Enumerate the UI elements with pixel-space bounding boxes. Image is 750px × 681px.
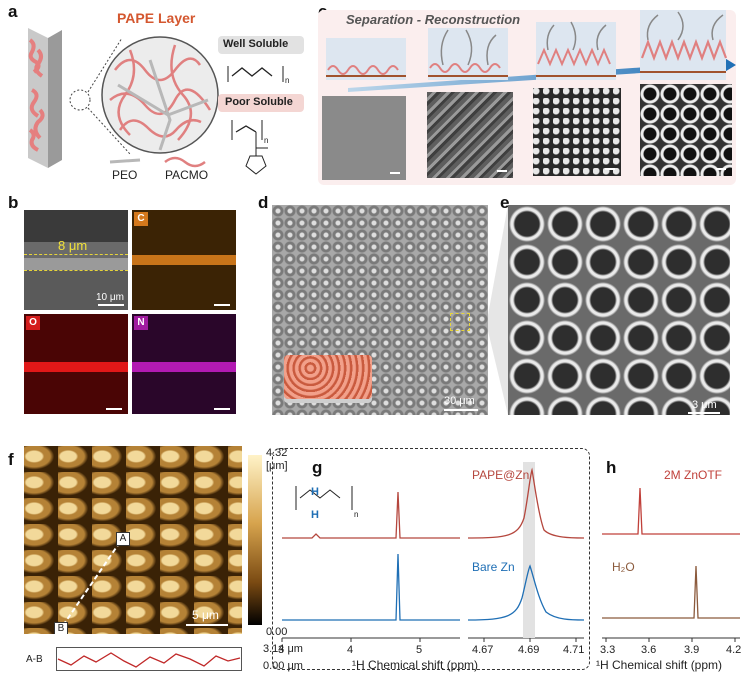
x-tick: 5	[416, 644, 423, 656]
panel-label-a: a	[8, 2, 18, 21]
separation-title: Separation - Reconstruction	[346, 12, 521, 27]
point-b-marker: B	[54, 622, 68, 634]
eds-map-oxygen: O	[24, 314, 128, 414]
panel-label-d: d	[258, 193, 269, 212]
x-tick: 4.2	[726, 644, 742, 656]
cross-section-sem: 8 μm 10 μm	[24, 210, 128, 310]
zoom-connector	[488, 205, 508, 415]
x-tick: 4	[347, 644, 354, 656]
height-profile	[56, 647, 242, 671]
x-axis-label-h: ¹H Chemical shift (ppm)	[596, 658, 723, 672]
panel-label-f: f	[8, 450, 14, 469]
scale-bar	[716, 168, 726, 170]
panel-label-e: e	[500, 193, 510, 212]
colorbar-unit: [μm]	[266, 460, 288, 472]
x-tick: 4.69	[518, 644, 540, 656]
panel-c-schematic	[326, 10, 736, 92]
panel-label-g: g	[312, 458, 323, 477]
x-tick: 4.67	[472, 644, 494, 656]
afm-colorbar	[248, 455, 262, 625]
pape-layer-title: PAPE Layer	[117, 10, 196, 26]
scale-label: 10 μm	[96, 292, 124, 303]
x-tick: 3	[278, 644, 285, 656]
x-axis-label-g: ¹H Chemical shift (ppm)	[352, 658, 479, 672]
eds-map-carbon: C	[132, 210, 236, 310]
3d-morphology-inset	[284, 355, 372, 399]
structure-n-subscript: n	[354, 510, 359, 519]
scale-label: 5 μm	[192, 608, 219, 622]
scale-label: 30 μm	[444, 395, 475, 407]
panel-label-b: b	[8, 193, 19, 212]
x-tick: 3.3	[600, 644, 616, 656]
structure-h-top: H	[311, 486, 319, 498]
sem-image-stage-4	[640, 84, 732, 176]
nmr-spectra-h	[602, 487, 740, 642]
poor-soluble-label: Poor Soluble	[225, 96, 293, 108]
point-a-marker: A	[116, 532, 130, 546]
panel-g-frame	[272, 448, 590, 670]
sem-image-stage-1	[322, 96, 406, 180]
channel-label-o: O	[26, 316, 40, 330]
scale-bar	[605, 168, 615, 170]
sem-surface-low-mag: 30 μm	[272, 205, 488, 415]
legend-pape-zn: PAPE@Zn	[472, 468, 530, 482]
zoom-region	[450, 313, 470, 331]
sem-image-stage-2	[427, 92, 513, 178]
x-tick: 4.71	[563, 644, 585, 656]
peo-n-subscript: n	[285, 76, 290, 85]
profile-label: A-B	[26, 654, 43, 665]
well-soluble-label: Well Soluble	[223, 38, 289, 50]
panel-a-schematic	[28, 28, 304, 175]
x-tick: 3.9	[684, 644, 700, 656]
sem-image-stage-3	[533, 88, 621, 176]
legend-bare-zn: Bare Zn	[472, 560, 515, 574]
pacmo-n-subscript: n	[264, 136, 269, 145]
sem-surface-high-mag: 3 μm	[508, 205, 730, 415]
legend-2m-znotf: 2M ZnOTF	[664, 468, 723, 482]
x-tick: 3.6	[641, 644, 657, 656]
channel-label-c: C	[134, 212, 148, 226]
thickness-label: 8 μm	[58, 238, 88, 253]
eds-map-nitrogen: N	[132, 314, 236, 414]
afm-height-map: A B 5 μm	[24, 446, 242, 634]
channel-label-n: N	[134, 316, 148, 330]
nmr-spectra-g	[281, 462, 585, 642]
scale-bar	[390, 172, 400, 174]
pacmo-label: PACMO	[165, 168, 209, 182]
panel-label-h: h	[606, 458, 617, 477]
peo-label: PEO	[112, 168, 138, 182]
scale-bar	[497, 170, 507, 172]
colorbar-min: 0.00	[266, 626, 288, 638]
structure-h-bottom: H	[311, 509, 319, 521]
legend-h2o: H₂O	[612, 560, 635, 574]
scale-label: 3 μm	[692, 399, 717, 411]
